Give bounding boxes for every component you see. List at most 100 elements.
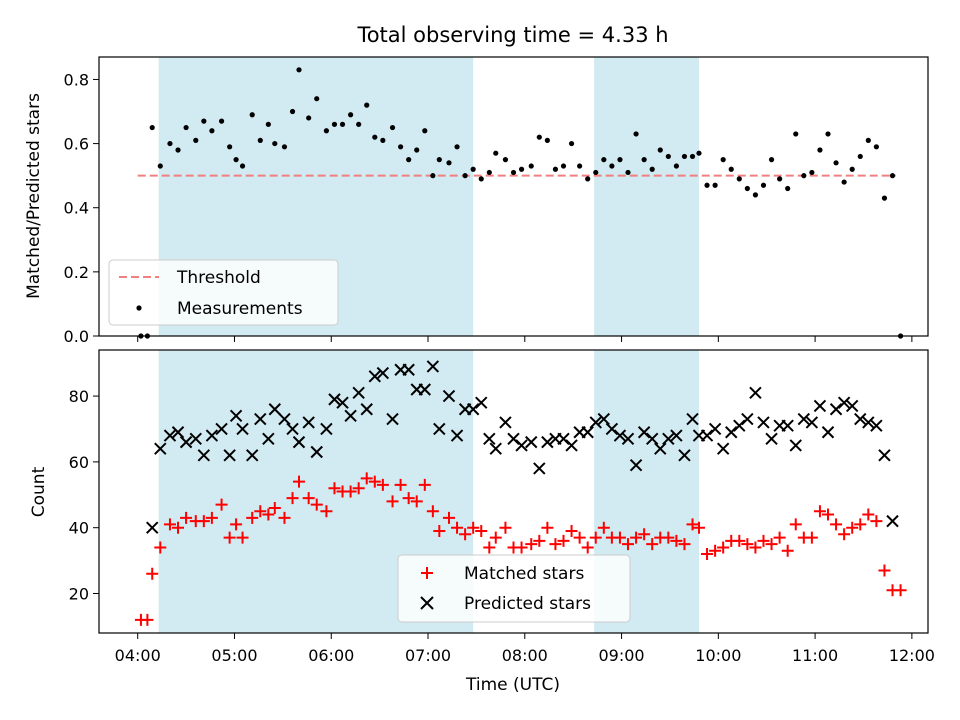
predicted-star-point [352,386,365,399]
predicted-star-point [686,412,699,426]
matched-star-point [765,538,778,551]
measurement-point [157,163,163,169]
matched-star-point [613,531,626,544]
measurement-point [865,137,871,143]
predicted-star-point [541,435,554,449]
predicted-star-point [262,432,275,446]
x-tick-label: 08:00 [502,646,548,665]
x-tick-label: 07:00 [405,646,451,665]
measurement-point [348,112,354,118]
top-y-axis-label: Matched/Predicted stars [24,93,44,299]
predicted-star-point [749,386,762,399]
matched-star-point [749,541,762,554]
predicted-star-point [878,449,891,462]
measurement-point [793,131,799,137]
measurement-point [760,182,767,188]
matched-star-point [223,531,236,544]
measurement-point [881,195,888,201]
predicted-star-point [597,412,611,426]
measurement-point [825,131,831,137]
predicted-star-point [154,442,167,455]
y-tick-label: 0.8 [64,70,89,89]
predicted-star-point [189,432,202,446]
measurement-point [257,137,263,143]
predicted-star-point [557,432,570,446]
predicted-star-point [179,435,193,449]
measurement-point [593,169,599,176]
predicted-star-point [789,439,802,452]
measurement-point [552,166,559,172]
matched-star-point [789,518,802,531]
predicted-star-point [215,422,228,436]
measurement-point [833,160,839,166]
matched-star-point [172,521,185,534]
measurement-point [446,160,452,166]
measurement-point [478,176,484,182]
predicted-star-point [450,429,464,442]
matched-star-point [394,478,407,491]
matched-star-point [622,538,635,551]
matched-star-point [597,521,610,534]
matched-star-point [822,508,835,521]
measurement-point [536,134,542,140]
matched-star-point [630,531,643,544]
x-tick-label: 04:00 [115,646,161,665]
matched-star-point [467,521,480,534]
matched-star-point [368,475,381,488]
predicted-star-point [483,432,496,446]
predicted-star-point [402,363,415,376]
measurement-point [841,179,847,185]
measurement-point [502,157,509,163]
measurement-point [510,169,517,176]
matched-star-point [310,498,323,511]
predicted-star-point [236,422,249,436]
matched-star-point [805,531,818,544]
predicted-star-point [310,445,323,459]
matched-star-point [442,511,455,524]
measurement-point [218,118,225,124]
matched-star-point [489,531,502,544]
matched-star-point [692,521,705,534]
predicted-star-point [886,514,899,528]
matched-star-point [376,478,389,491]
matched-star-point [757,534,770,547]
matched-star-point [565,524,578,537]
measurement-point [657,147,663,153]
measurement-point [430,173,436,179]
predicted-star-point [205,429,219,442]
x-axis-label: Time (UTC) [465,675,560,695]
measurement-point [577,163,583,169]
predicted-star-point [489,442,502,455]
predicted-star-point [223,449,236,462]
measurement-point [609,163,615,169]
predicted-star-point [376,366,390,380]
measurement-point [625,169,631,176]
predicted-star-point [829,403,843,416]
predicted-star-point [733,419,746,432]
matched-star-point [386,495,399,508]
measurement-point [801,173,807,179]
predicted-star-point [302,416,315,429]
legend-matched-swatch [421,567,433,579]
predicted-star-point [637,426,651,439]
predicted-star-point [662,432,675,446]
y-tick-label: 0.6 [64,135,89,154]
measurement-point [689,153,696,160]
predicted-star-point [171,426,185,439]
measurement-point [777,176,783,182]
x-tick-label: 05:00 [211,646,257,665]
matched-star-point [475,524,488,537]
predicted-star-point [870,419,883,432]
predicted-star-point [246,449,259,462]
matched-star-point [180,511,193,524]
matched-star-point [360,472,373,485]
measurement-point [518,166,525,172]
predicted-star-point [605,422,619,436]
matched-star-point [773,531,786,544]
measurement-point [768,157,775,163]
matched-star-point [838,528,851,541]
matched-star-point [638,528,651,541]
predicted-star-point [286,422,299,436]
top-axes-frame [98,56,929,337]
matched-star-point [344,485,357,498]
